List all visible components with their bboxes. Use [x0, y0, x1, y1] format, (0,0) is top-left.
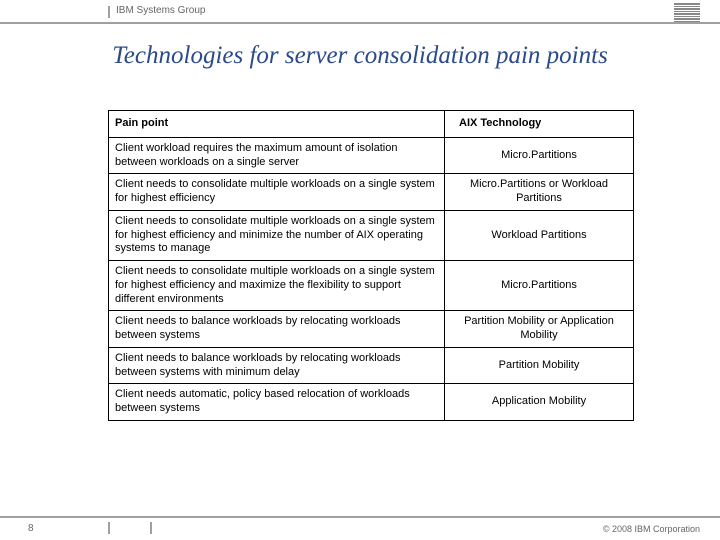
pain-cell: Client needs to balance workloads by rel…	[109, 311, 445, 348]
table-row: Client workload requires the maximum amo…	[109, 137, 634, 174]
pain-cell: Client needs automatic, policy based rel…	[109, 384, 445, 421]
pain-cell: Client needs to consolidate multiple wor…	[109, 261, 445, 311]
table-row: Client needs to consolidate multiple wor…	[109, 210, 634, 260]
table-row: Client needs automatic, policy based rel…	[109, 384, 634, 421]
table-row: Client needs to balance workloads by rel…	[109, 311, 634, 348]
header-tick	[108, 6, 110, 18]
page-title: Technologies for server consolidation pa…	[0, 42, 720, 70]
pain-cell: Client needs to consolidate multiple wor…	[109, 210, 445, 260]
ibm-logo-icon	[674, 3, 700, 22]
pain-cell: Client needs to balance workloads by rel…	[109, 347, 445, 384]
copyright-text: © 2008 IBM Corporation	[603, 524, 700, 534]
header-bar: IBM Systems Group	[0, 0, 720, 24]
table-row: Client needs to balance workloads by rel…	[109, 347, 634, 384]
table-row: Client needs to consolidate multiple wor…	[109, 174, 634, 211]
page-number: 8	[28, 523, 34, 534]
tech-cell: Partition Mobility	[445, 347, 634, 384]
col-header-tech: AIX Technology	[445, 111, 634, 138]
header-group-label: IBM Systems Group	[116, 5, 205, 16]
table-row: Client needs to consolidate multiple wor…	[109, 261, 634, 311]
tech-cell: Micro.Partitions	[445, 261, 634, 311]
tech-cell: Partition Mobility or Application Mobili…	[445, 311, 634, 348]
pain-cell: Client needs to consolidate multiple wor…	[109, 174, 445, 211]
footer-tick	[108, 522, 110, 534]
tech-cell: Micro.Partitions or Workload Partitions	[445, 174, 634, 211]
table-header-row: Pain point AIX Technology	[109, 111, 634, 138]
tech-cell: Application Mobility	[445, 384, 634, 421]
tech-cell: Workload Partitions	[445, 210, 634, 260]
pain-cell: Client workload requires the maximum amo…	[109, 137, 445, 174]
footer-tick	[150, 522, 152, 534]
pain-point-table: Pain point AIX Technology Client workloa…	[108, 110, 634, 421]
col-header-pain: Pain point	[109, 111, 445, 138]
tech-cell: Micro.Partitions	[445, 137, 634, 174]
